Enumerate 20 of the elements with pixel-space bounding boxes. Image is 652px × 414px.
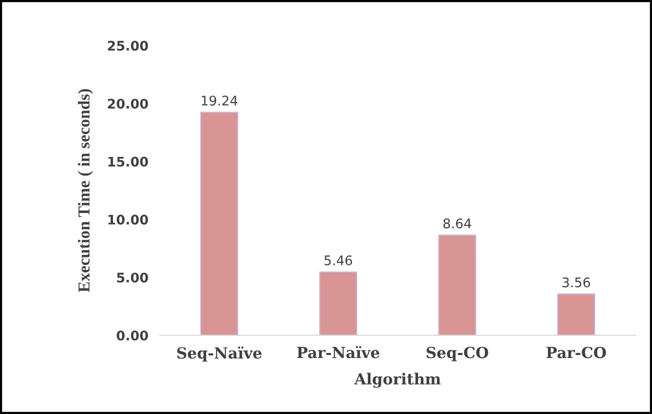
data-label: 5.46 (324, 255, 352, 266)
x-tick-label: Seq-CO (426, 346, 488, 362)
x-tick-label: Par-CO (546, 346, 606, 358)
data-label: 3.56 (562, 277, 590, 288)
bar (200, 112, 238, 336)
bar (557, 294, 596, 336)
x-tick-label: Par-Naïve (297, 346, 380, 358)
x-tick-label: Seq-Naïve (177, 346, 262, 362)
y-tick-label: 10.00 (108, 214, 148, 225)
y-tick-label: 20.00 (108, 98, 148, 109)
data-label: 8.64 (443, 218, 472, 228)
y-axis-title: Execution Time ( in seconds) (78, 89, 94, 292)
data-label: 19.24 (202, 96, 238, 106)
y-tick-label: 15.00 (108, 156, 148, 167)
y-tick-label: 0.00 (116, 330, 148, 341)
y-tick-label: 25.00 (108, 40, 148, 51)
y-tick-label: 5.00 (117, 272, 148, 283)
x-axis-title: Algorithm (354, 372, 441, 388)
bar (319, 271, 358, 336)
bar (438, 234, 476, 336)
